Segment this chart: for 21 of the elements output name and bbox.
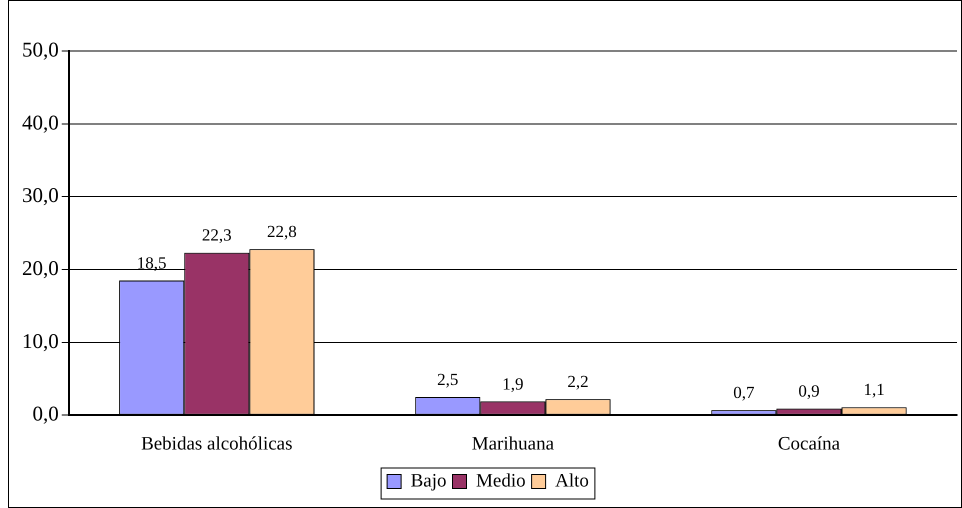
data-label: 2,5 bbox=[437, 370, 458, 389]
data-label: 0,7 bbox=[733, 383, 755, 402]
y-tick-label: 40,0 bbox=[22, 110, 59, 134]
legend-label: Alto bbox=[555, 470, 589, 492]
data-label: 22,8 bbox=[267, 222, 297, 242]
x-tick-label: Bebidas alcohólicas bbox=[141, 434, 293, 455]
y-tick-label: 10,0 bbox=[22, 328, 59, 353]
data-label: 0,9 bbox=[798, 382, 820, 401]
legend-label: Bajo bbox=[410, 470, 447, 492]
y-tick-label: 0,0 bbox=[32, 402, 59, 426]
y-tick-label: 30,0 bbox=[22, 183, 59, 208]
y-tick-label: 50,0 bbox=[22, 38, 59, 62]
y-tick-label: 20,0 bbox=[22, 256, 59, 280]
data-label: 18,5 bbox=[136, 253, 167, 272]
data-label: 2,2 bbox=[567, 372, 589, 392]
data-label: 1,1 bbox=[863, 380, 885, 400]
x-tick-label: Cocaína bbox=[778, 434, 841, 455]
data-label: 22,3 bbox=[202, 226, 232, 245]
legend-label: Medio bbox=[476, 470, 526, 492]
data-label: 1,9 bbox=[502, 374, 524, 394]
x-tick-label: Marihuana bbox=[472, 434, 555, 455]
